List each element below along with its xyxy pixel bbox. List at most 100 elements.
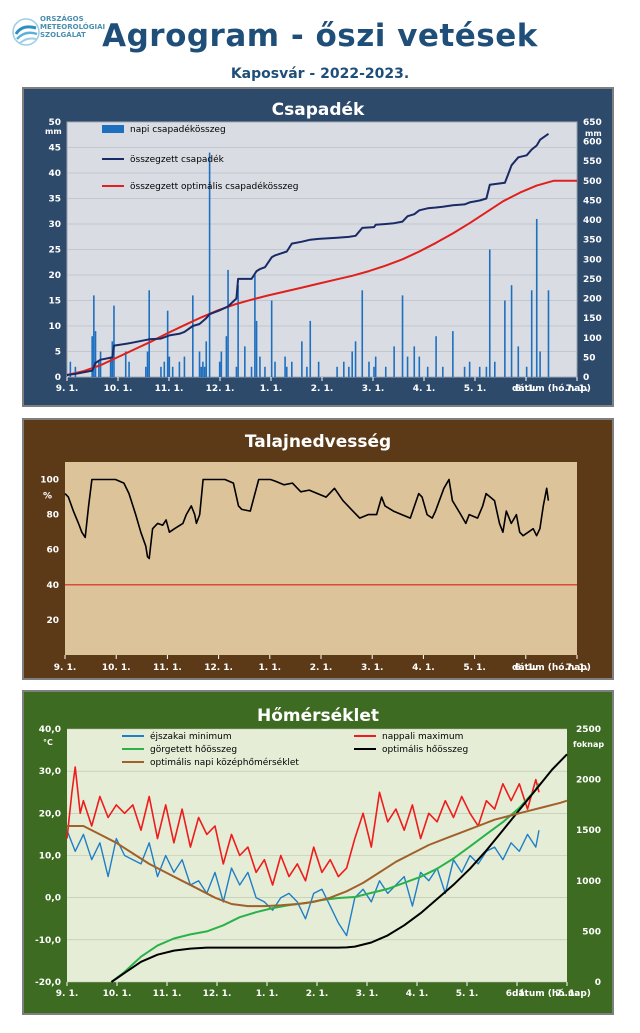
y-tick-label-right: 2500 <box>576 725 601 735</box>
precip-bar <box>74 366 77 377</box>
y-tick-label-right: 200 <box>583 295 602 305</box>
x-axis-label: dátum (hó.nap) <box>512 662 591 673</box>
precip-bar <box>109 356 112 377</box>
soil-moisture-panel: Talajnedvesség 20 40 60 80 100% 9. 1. 10. 1. 11.… <box>22 418 614 680</box>
legend-label: napi csapadékösszeg <box>130 124 226 135</box>
x-tick-label: 5. 1. <box>456 989 479 999</box>
page-subtitle: Kaposvár - 2022-2023. <box>230 66 410 82</box>
precip-bar <box>485 366 488 377</box>
precip-bar <box>393 346 395 377</box>
legend-label: összegzett optimális csapadékösszeg <box>130 181 299 192</box>
y-tick-label-right: 550 <box>583 157 602 167</box>
precip-bar <box>166 310 169 377</box>
precip-bar <box>488 249 491 377</box>
y-tick-label-right: 100 <box>583 334 602 344</box>
precip-bar <box>205 341 208 377</box>
precip-bar <box>255 320 258 377</box>
precip-bar <box>202 361 204 377</box>
y-tick-label-left: 25 <box>48 246 61 256</box>
y-tick-label-left: 10,0 <box>39 852 61 862</box>
plot-area <box>65 462 577 655</box>
precip-bar <box>441 366 444 377</box>
precip-bar <box>250 366 253 377</box>
x-tick-label: 5. 1. <box>463 663 486 673</box>
precip-bar <box>200 366 203 377</box>
y-unit: % <box>43 491 52 501</box>
y-tick-label-right: 500 <box>582 927 601 937</box>
precip-bar <box>69 361 72 377</box>
precip-bar <box>145 366 147 377</box>
precip-bar <box>343 361 345 377</box>
precip-bar <box>452 331 454 377</box>
precip-bar <box>203 366 206 377</box>
precip-bar <box>244 346 246 377</box>
precip-bar <box>274 361 276 377</box>
y-tick-label-left: -10,0 <box>35 936 61 946</box>
tmax-line <box>66 766 540 886</box>
temperature-panel: Hőmérséklet -20,0 -10,0 0,0 10,0 20,0 30,0 40,0… <box>22 690 614 1015</box>
omsz-logo <box>12 18 40 46</box>
precip-bar <box>426 366 429 377</box>
x-tick-label: 10. 1. <box>102 663 131 673</box>
x-tick-label: 2. 1. <box>306 989 329 999</box>
precip-bar <box>285 366 288 377</box>
chart-title: Hőmérséklet <box>257 706 379 726</box>
precip-bar <box>301 341 303 377</box>
precip-bar <box>504 300 506 377</box>
precip-bar <box>148 290 151 377</box>
temperature-chart: Hőmérséklet -20,0 -10,0 0,0 10,0 20,0 30,0 40,0… <box>35 706 604 999</box>
precip-bar <box>478 366 481 377</box>
precip-bar <box>220 351 223 377</box>
precip-bar <box>237 285 239 377</box>
x-tick-label: 10. 1. <box>103 989 132 999</box>
x-tick-label: 7. 1. <box>566 384 589 394</box>
legend-label: optimális hőösszeg <box>382 745 468 755</box>
precip-bar <box>547 290 550 377</box>
precip-bar <box>259 356 261 377</box>
precip-bar <box>91 336 93 377</box>
y-tick-label-left: 35 <box>48 195 61 205</box>
y-tick-label-left: 50 <box>48 118 61 128</box>
x-tick-label: 1. 1. <box>260 384 283 394</box>
x-tick-label: 4. 1. <box>413 384 436 394</box>
y-tick-label-right: 50 <box>583 353 596 363</box>
y-tick-label-left: 30,0 <box>39 767 61 777</box>
precip-bar <box>113 305 115 377</box>
chart-title: Csapadék <box>272 100 365 120</box>
precip-bar <box>208 152 211 377</box>
y-tick-label-left: 40,0 <box>39 725 61 735</box>
precip-bar <box>413 346 416 377</box>
y-tick-label-right: 450 <box>583 196 602 206</box>
y-tick-label-right: 600 <box>583 138 602 148</box>
legend-label: nappali maximum <box>382 732 463 742</box>
precip-bar <box>535 218 538 377</box>
precip-bar <box>171 366 174 377</box>
y-tick-label: 60 <box>46 546 59 556</box>
precip-bar <box>351 351 353 377</box>
logo-line-2: METEOROLÓGIAI <box>40 23 106 31</box>
x-tick-label: 11. 1. <box>153 989 182 999</box>
precip-bar <box>530 290 533 377</box>
precip-bar <box>317 361 320 377</box>
x-tick-label: 1. 1. <box>259 663 282 673</box>
y-tick-label: 100 <box>40 476 59 486</box>
x-tick-label: 9. 1. <box>56 989 79 999</box>
precip-bar <box>178 361 181 377</box>
precipitation-panel: Csapadék 0 5 10 15 20 25 30 35 40 45 50 0 50 100 150 200… <box>22 87 614 407</box>
precip-bar <box>401 295 404 377</box>
precip-bar <box>510 285 513 377</box>
y-tick-label-right: 500 <box>583 177 602 187</box>
y-tick-label-right: 300 <box>583 255 602 265</box>
y-tick-label-right: 400 <box>583 216 602 226</box>
y-tick-label-left: 30 <box>48 220 61 230</box>
precip-bar <box>525 366 528 377</box>
soil-moisture-line <box>64 478 550 560</box>
y-tick-label-left: -20,0 <box>35 978 61 988</box>
precip-bar <box>306 366 308 377</box>
y-tick-label-left: 15 <box>48 297 61 307</box>
soil-moisture-chart: Talajnedvesség 20 40 60 80 100% 9. 1. 10. 1. 11.… <box>40 432 591 673</box>
precip-bar <box>291 361 293 377</box>
x-tick-label: 9. 1. <box>56 384 79 394</box>
x-tick-label: 3. 1. <box>356 989 379 999</box>
legend-label: éjszakai minimum <box>150 731 232 742</box>
